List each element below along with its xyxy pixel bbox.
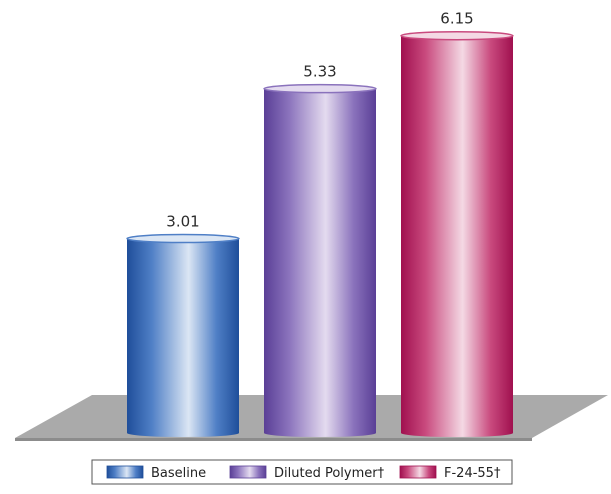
bar-1 (127, 238, 239, 433)
bar-2 (264, 88, 376, 433)
legend-swatch-3 (399, 465, 437, 479)
bar-2-top (263, 83, 377, 94)
chart-floor-edge (15, 438, 532, 441)
legend-label-3: F-24-55† (444, 466, 501, 481)
legend-box (91, 459, 513, 485)
bar-3 (401, 35, 513, 434)
value-label-1: 3.01 (166, 213, 199, 231)
value-label-3: 6.15 (440, 10, 473, 28)
bar-1-base (127, 429, 239, 437)
legend-label-2: Diluted Polymer† (274, 466, 385, 481)
bar-1-top (126, 233, 240, 244)
bar-3-base (401, 429, 513, 437)
bars-group: 3.01 5.33 6.15 (126, 10, 514, 437)
legend-swatch-2 (229, 465, 267, 479)
legend: Baseline Diluted Polymer† F-24-55† (106, 465, 501, 481)
legend-swatch-1 (106, 465, 144, 479)
bar-2-base (264, 429, 376, 437)
legend-label-1: Baseline (151, 466, 206, 481)
bar-3-top (400, 30, 514, 41)
value-label-2: 5.33 (303, 63, 336, 81)
